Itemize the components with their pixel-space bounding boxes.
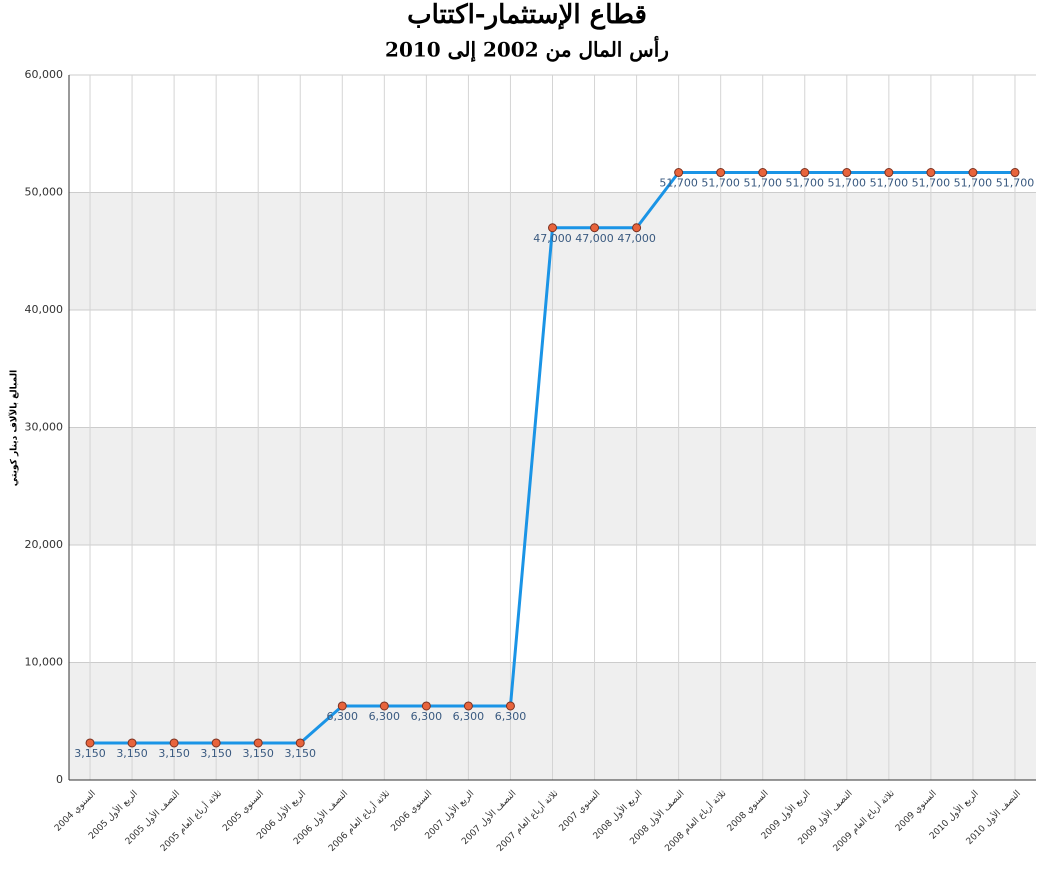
value-label: 3,150 bbox=[74, 747, 106, 760]
marker bbox=[1010, 168, 1020, 178]
y-axis-label: المبالغ بالآلاف دينار كويتي bbox=[8, 370, 20, 486]
value-label: 6,300 bbox=[369, 710, 401, 723]
value-label: 47,000 bbox=[533, 232, 572, 245]
y-tick-label: 10,000 bbox=[25, 656, 64, 669]
y-tick-label: 0 bbox=[56, 773, 63, 786]
marker bbox=[842, 168, 852, 178]
value-label: 47,000 bbox=[575, 232, 614, 245]
value-label: 6,300 bbox=[327, 710, 359, 723]
x-tick-label: السنوي 2009 bbox=[894, 789, 939, 834]
marker bbox=[716, 168, 726, 178]
x-tick-label: السنوي 2004 bbox=[53, 789, 98, 834]
y-tick-label: 60,000 bbox=[25, 68, 64, 81]
value-label: 3,150 bbox=[200, 747, 232, 760]
value-label: 51,700 bbox=[954, 177, 993, 190]
value-label: 51,700 bbox=[701, 177, 740, 190]
marker bbox=[548, 223, 557, 233]
marker bbox=[758, 168, 768, 178]
value-label: 6,300 bbox=[453, 710, 485, 723]
y-tick-label: 30,000 bbox=[25, 421, 64, 434]
marker bbox=[463, 701, 473, 711]
marker bbox=[590, 223, 600, 233]
marker bbox=[337, 701, 347, 711]
value-label: 6,300 bbox=[495, 710, 527, 723]
x-tick-label: السنوي 2007 bbox=[558, 789, 603, 834]
value-label: 51,700 bbox=[912, 177, 951, 190]
marker bbox=[211, 738, 221, 748]
value-label: 6,300 bbox=[411, 710, 443, 723]
value-label: 47,000 bbox=[617, 232, 656, 245]
marker bbox=[295, 738, 305, 748]
marker bbox=[85, 738, 95, 748]
marker bbox=[505, 701, 515, 711]
x-tick-label: السنوي 2006 bbox=[389, 789, 434, 834]
value-label: 3,150 bbox=[116, 747, 148, 760]
value-label: 3,150 bbox=[158, 747, 190, 760]
value-label: 51,700 bbox=[659, 177, 698, 190]
chart-subtitle: رأس المال من 2002 إلى 2010 bbox=[385, 36, 669, 63]
x-tick-label: السنوي 2005 bbox=[221, 789, 266, 834]
marker bbox=[127, 738, 137, 748]
value-label: 51,700 bbox=[743, 177, 782, 190]
marker bbox=[674, 168, 684, 178]
value-label: 51,700 bbox=[786, 177, 825, 190]
y-tick-label: 50,000 bbox=[25, 186, 64, 199]
marker bbox=[968, 168, 978, 178]
y-tick-label: 20,000 bbox=[25, 538, 64, 551]
value-label: 3,150 bbox=[284, 747, 316, 760]
value-label: 3,150 bbox=[242, 747, 274, 760]
marker bbox=[169, 738, 179, 748]
marker bbox=[379, 701, 389, 711]
marker bbox=[800, 168, 810, 178]
value-label: 51,700 bbox=[828, 177, 867, 190]
x-tick-label: السنوي 2008 bbox=[726, 789, 771, 834]
value-label: 51,700 bbox=[996, 177, 1035, 190]
marker bbox=[421, 701, 431, 711]
marker bbox=[632, 223, 642, 233]
value-label: 51,700 bbox=[870, 177, 909, 190]
y-tick-label: 40,000 bbox=[25, 303, 64, 316]
marker bbox=[253, 738, 263, 748]
chart-title: قطاع الإستثمار-اكتتاب bbox=[407, 0, 647, 30]
marker bbox=[884, 168, 894, 178]
marker bbox=[926, 168, 936, 178]
